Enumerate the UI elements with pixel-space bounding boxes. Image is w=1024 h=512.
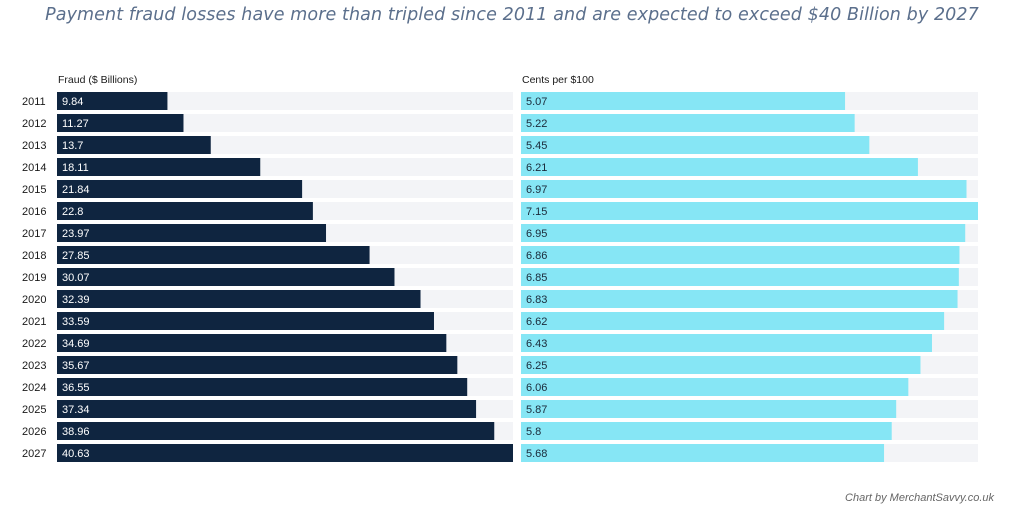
fraud-data-label: 40.63 (62, 448, 90, 460)
fraud-bar-track (57, 92, 513, 110)
cents-data-label: 6.86 (526, 250, 547, 262)
cents-panel-label: Cents per $100 (522, 74, 594, 86)
cents-bar (521, 136, 870, 154)
year-label: 2017 (22, 228, 46, 240)
fraud-data-label: 18.11 (62, 162, 89, 174)
fraud-data-label: 37.34 (62, 404, 90, 416)
fraud-bar (57, 400, 477, 418)
fraud-bar (57, 246, 370, 264)
cents-bar (521, 356, 921, 374)
fraud-bar (57, 290, 421, 308)
fraud-data-label: 21.84 (62, 184, 90, 196)
year-label: 2021 (22, 316, 46, 328)
cents-data-label: 6.06 (526, 382, 547, 394)
fraud-data-label: 34.69 (62, 338, 90, 350)
fraud-bar (57, 114, 184, 132)
fraud-data-label: 38.96 (62, 426, 90, 438)
cents-data-label: 6.83 (526, 294, 547, 306)
fraud-data-label: 35.67 (62, 360, 90, 372)
year-label: 2018 (22, 250, 46, 262)
cents-data-label: 5.68 (526, 448, 547, 460)
cents-bar (521, 268, 959, 286)
chart-credit: Chart by MerchantSavvy.co.uk (845, 492, 994, 504)
cents-bar (521, 444, 885, 462)
fraud-bar (57, 334, 447, 352)
cents-data-label: 7.15 (526, 206, 547, 218)
fraud-data-label: 32.39 (62, 294, 90, 306)
cents-data-label: 5.07 (526, 96, 547, 108)
year-label: 2024 (22, 382, 46, 394)
cents-data-label: 5.22 (526, 118, 547, 130)
cents-bar (521, 114, 855, 132)
cents-data-label: 6.62 (526, 316, 547, 328)
fraud-data-label: 33.59 (62, 316, 90, 328)
fraud-bar (57, 136, 211, 154)
cents-data-label: 5.45 (526, 140, 547, 152)
fraud-data-label: 36.55 (62, 382, 90, 394)
year-label: 2016 (22, 206, 46, 218)
year-label: 2011 (22, 96, 46, 108)
fraud-bar (57, 224, 327, 242)
fraud-bar (57, 378, 468, 396)
cents-data-label: 6.95 (526, 228, 547, 240)
cents-bar (521, 92, 846, 110)
fraud-bar (57, 312, 434, 330)
cents-data-label: 6.43 (526, 338, 547, 350)
cents-bar (521, 158, 918, 176)
cents-data-label: 6.85 (526, 272, 547, 284)
year-label: 2022 (22, 338, 46, 350)
fraud-data-label: 22.8 (62, 206, 83, 218)
year-label: 2025 (22, 404, 46, 416)
cents-bar (521, 312, 945, 330)
cents-data-label: 6.97 (526, 184, 547, 196)
year-label: 2026 (22, 426, 46, 438)
year-label: 2013 (22, 140, 46, 152)
chart-title: Payment fraud losses have more than trip… (45, 5, 979, 25)
year-label: 2015 (22, 184, 46, 196)
fraud-bar (57, 92, 168, 110)
year-label: 2019 (22, 272, 46, 284)
fraud-data-label: 13.7 (62, 140, 83, 152)
year-label: 2023 (22, 360, 46, 372)
cents-bar (521, 334, 932, 352)
fraud-bar (57, 268, 395, 286)
year-label: 2020 (22, 294, 46, 306)
cents-bar (521, 202, 978, 220)
cents-bar (521, 422, 892, 440)
fraud-data-label: 30.07 (62, 272, 90, 284)
fraud-bar (57, 356, 458, 374)
cents-data-label: 5.8 (526, 426, 541, 438)
fraud-bar (57, 202, 313, 220)
fraud-bar (57, 158, 261, 176)
cents-data-label: 6.21 (526, 162, 547, 174)
fraud-data-label: 9.84 (62, 96, 83, 108)
year-label: 2027 (22, 448, 46, 460)
cents-bar (521, 378, 909, 396)
cents-data-label: 5.87 (526, 404, 547, 416)
cents-bar (521, 224, 966, 242)
cents-bar (521, 400, 897, 418)
cents-bar (521, 290, 958, 308)
fraud-bar (57, 422, 495, 440)
fraud-data-label: 23.97 (62, 228, 90, 240)
fraud-panel-label: Fraud ($ Billions) (58, 74, 138, 86)
cents-data-label: 6.25 (526, 360, 547, 372)
cents-bar (521, 246, 960, 264)
fraud-bar (57, 444, 513, 462)
year-label: 2012 (22, 118, 46, 130)
fraud-data-label: 27.85 (62, 250, 90, 262)
fraud-bar (57, 180, 303, 198)
fraud-data-label: 11.27 (62, 118, 89, 130)
cents-bar (521, 180, 967, 198)
year-label: 2014 (22, 162, 46, 174)
